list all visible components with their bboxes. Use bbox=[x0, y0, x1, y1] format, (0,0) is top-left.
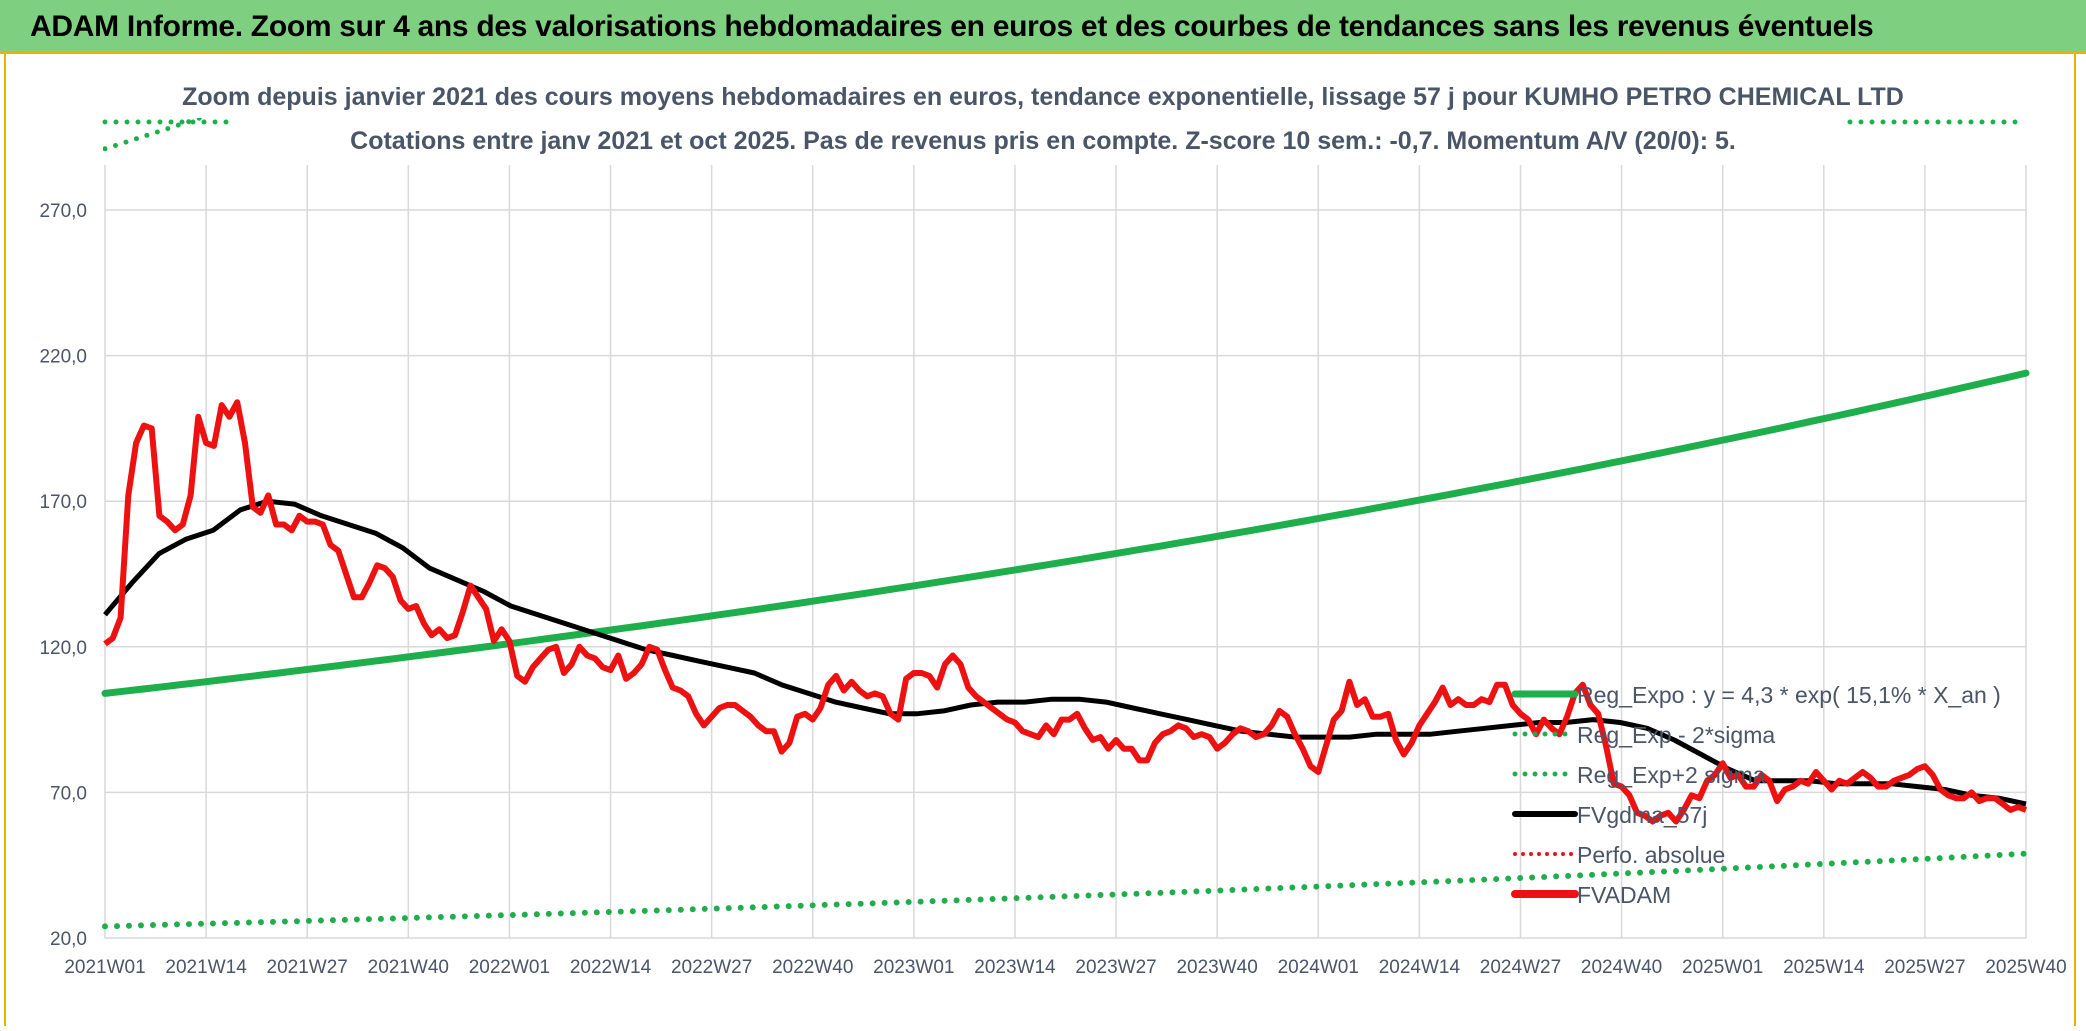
x-tick-label: 2021W01 bbox=[64, 957, 145, 978]
grid-layer bbox=[104, 165, 2027, 939]
upper-band-group bbox=[103, 118, 208, 152]
legend-label: FVADAM bbox=[1577, 882, 1671, 908]
x-tick-label: 2021W40 bbox=[368, 957, 449, 978]
x-tick-label: 2025W27 bbox=[1884, 957, 1965, 978]
legend-label: Reg_Exp+2 sigma bbox=[1577, 762, 1766, 788]
x-tick-label: 2023W14 bbox=[974, 957, 1056, 978]
series-layer bbox=[101, 118, 2030, 930]
x-tick-label: 2023W27 bbox=[1075, 957, 1156, 978]
legend-label: FVgdma_57j bbox=[1577, 802, 1707, 828]
y-tick-label: 220,0 bbox=[39, 347, 87, 368]
x-tick-label: 2022W01 bbox=[469, 957, 550, 978]
x-tick-label: 2024W01 bbox=[1278, 957, 1359, 978]
chart-subtitle: Cotations entre janv 2021 et oct 2025. P… bbox=[350, 127, 1736, 155]
series-price bbox=[103, 399, 2028, 825]
x-tick-label: 2022W27 bbox=[671, 957, 752, 978]
series-lower-band bbox=[102, 850, 2029, 930]
legend-label: Reg_Exp - 2*sigma bbox=[1577, 722, 1775, 748]
series-upper-band bbox=[103, 118, 208, 152]
y-tick-label: 270,0 bbox=[39, 201, 87, 222]
report-banner: ADAM Informe. Zoom sur 4 ans des valoris… bbox=[0, 0, 2086, 54]
series-trend bbox=[101, 369, 2030, 697]
chart-panel bbox=[4, 54, 2076, 1026]
legend-label: Perfo. absolue bbox=[1577, 842, 1725, 868]
series-moving-average bbox=[103, 498, 2027, 807]
y-tick-label: 170,0 bbox=[39, 492, 87, 513]
x-tick-label: 2024W40 bbox=[1581, 957, 1662, 978]
legend-label: Reg_Expo : y = 4,3 * exp( 15,1% * X_an ) bbox=[1577, 682, 2001, 708]
x-tick-label: 2025W40 bbox=[1985, 957, 2066, 978]
y-tick-label: 120,0 bbox=[39, 638, 87, 659]
x-tick-label: 2023W01 bbox=[873, 957, 954, 978]
x-tick-label: 2021W27 bbox=[267, 957, 348, 978]
y-tick-label: 70,0 bbox=[50, 783, 87, 804]
x-tick-label: 2022W40 bbox=[772, 957, 853, 978]
legend: Reg_Expo : y = 4,3 * exp( 15,1% * X_an )… bbox=[1511, 682, 2001, 908]
chart-title: Zoom depuis janvier 2021 des cours moyen… bbox=[182, 83, 1904, 111]
x-tick-label: 2024W27 bbox=[1480, 957, 1561, 978]
x-tick-label: 2025W14 bbox=[1783, 957, 1865, 978]
x-tick-label: 2025W01 bbox=[1682, 957, 1763, 978]
x-tick-label: 2023W40 bbox=[1176, 957, 1257, 978]
report-title: ADAM Informe. Zoom sur 4 ans des valoris… bbox=[30, 10, 1874, 43]
x-tick-label: 2024W14 bbox=[1379, 957, 1461, 978]
x-tick-label: 2021W14 bbox=[165, 957, 247, 978]
x-tick-label: 2022W14 bbox=[570, 957, 652, 978]
y-tick-label: 20,0 bbox=[50, 929, 87, 950]
axis-layer: 20,0 70,0 120,0 170,0 220,0 270,0 2021W01 2021W… bbox=[39, 201, 2066, 978]
